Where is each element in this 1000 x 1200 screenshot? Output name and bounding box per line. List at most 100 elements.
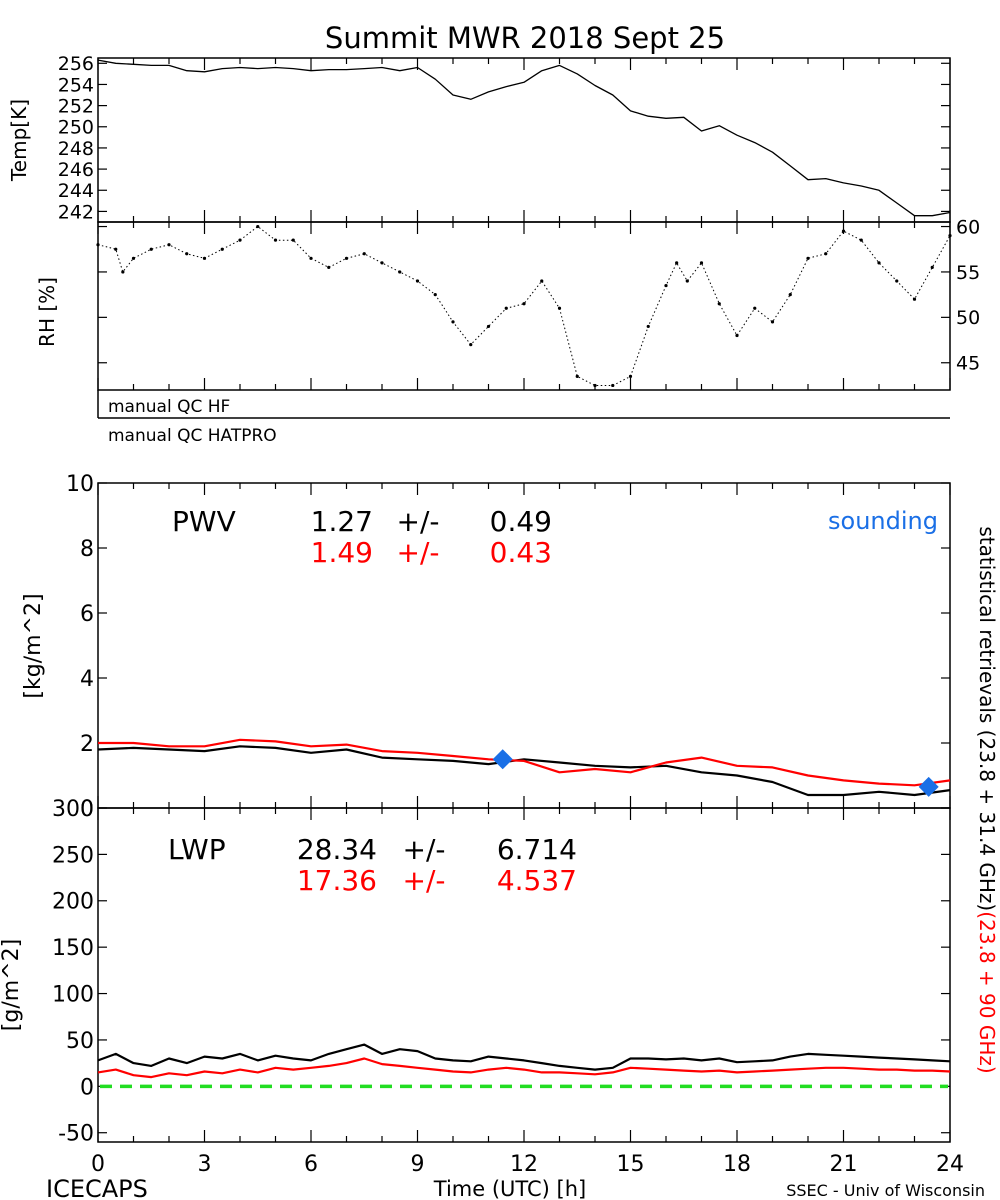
rh-x-ticks	[97, 222, 951, 390]
lwp-ytick-label: 0	[80, 1075, 94, 1100]
rh-point	[948, 234, 952, 238]
rh-series-points	[96, 224, 952, 388]
x-axis-tick-label: 3	[198, 1152, 212, 1177]
rh-panel: 45 50 55 60 RH [%]	[35, 216, 980, 391]
rh-point	[114, 247, 118, 251]
lwp-stat-black-sep: +/-	[403, 833, 446, 866]
pwv-ytick-label: 8	[80, 537, 94, 562]
rh-ytick-label: 55	[956, 262, 980, 284]
pwv-sounding-markers	[492, 749, 939, 797]
lwp-ytick-label: 200	[52, 890, 94, 915]
rh-point	[824, 252, 828, 256]
lwp-series-red-line	[97, 1057, 951, 1079]
x-axis-tick-label: 9	[411, 1152, 425, 1177]
rh-point	[557, 306, 562, 310]
temp-ytick-label: 256	[58, 53, 94, 75]
pwv-stat-red-sd: 0.43	[490, 536, 552, 569]
rh-point	[575, 374, 579, 378]
rh-point	[788, 293, 792, 297]
rh-y-ticks: 45 50 55 60	[98, 216, 980, 375]
lwp-y-ticks: -50 0 50 100 150 200 250 300	[52, 797, 950, 1147]
pwv-series-red-line	[98, 738, 951, 787]
rh-point	[167, 243, 171, 247]
sounding-legend-label: sounding	[828, 507, 938, 535]
x-axis-tick-label: 6	[304, 1152, 318, 1177]
lwp-stat-black-sd: 6.714	[497, 833, 577, 866]
lwp-ytick-label: 250	[52, 843, 94, 868]
lwp-stat-red-sd: 4.537	[497, 864, 577, 897]
temp-series-black-line	[97, 59, 951, 217]
temp-ytick-label: 242	[58, 201, 94, 223]
x-axis-label: Time (UTC) [h]	[433, 1177, 586, 1200]
x-axis-tick-label: 21	[830, 1152, 858, 1177]
pwv-ytick-label: 6	[80, 602, 94, 627]
lwp-stat-black-mean: 28.34	[297, 833, 377, 866]
rh-point	[675, 261, 679, 265]
temp-ytick-label: 244	[58, 180, 94, 202]
lwp-y-label: [g/m^2]	[0, 939, 24, 1031]
pwv-stat-red-sep: +/-	[397, 536, 440, 569]
pwv-y-label: [kg/m^2]	[21, 593, 46, 698]
right-side-label: statistical retrievals (23.8 + 31.4 GHz)…	[975, 526, 999, 1073]
footer-left-label: ICECAPS	[46, 1175, 148, 1200]
temp-ytick-label: 252	[58, 95, 94, 117]
pwv-stat-red-mean: 1.49	[311, 536, 373, 569]
qc-hf-label: manual QC HF	[108, 397, 230, 417]
footer-right-label: SSEC - Univ of Wisconsin	[786, 1181, 985, 1200]
lwp-ytick-label: 150	[52, 936, 94, 961]
lwp-ytick-label: 100	[52, 982, 94, 1007]
pwv-ytick-label: 4	[80, 667, 94, 692]
right-label-red: (23.8 + 90 GHz)	[975, 911, 999, 1073]
right-label-black: statistical retrievals (23.8 + 31.4 GHz)	[975, 526, 999, 911]
temperature-series	[97, 59, 951, 217]
rh-y-label: RH [%]	[35, 277, 59, 347]
temp-ytick-label: 246	[58, 159, 94, 181]
pwv-x-ticks	[97, 483, 951, 808]
lwp-stat-red-mean: 17.36	[297, 864, 377, 897]
lwp-series-black-line	[97, 1043, 951, 1071]
rh-series	[96, 224, 952, 388]
pwv-ytick-label: 0	[80, 797, 94, 822]
rh-point	[291, 238, 295, 242]
qc-strip: manual QC HF manual QC HATPRO	[97, 390, 950, 446]
x-axis-tick-label: 12	[510, 1152, 538, 1177]
lwp-ytick-label: 300	[52, 797, 94, 822]
pwv-series	[97, 738, 951, 797]
lwp-ytick-label: 50	[66, 1029, 94, 1054]
pwv-panel-label: PWV	[172, 505, 236, 538]
x-axis-tick-label: 24	[936, 1152, 964, 1177]
temperature-y-label: Temp[K]	[7, 99, 31, 182]
lwp-x-ticks: 0 3 6 9 12 15 18 21 24	[91, 808, 964, 1177]
x-axis-tick-label: 0	[91, 1152, 105, 1177]
pwv-ytick-label: 2	[80, 732, 94, 757]
pwv-ytick-label: 10	[66, 472, 94, 497]
pwv-stat-black-sd: 0.49	[490, 505, 552, 538]
pwv-stat-black-mean: 1.27	[311, 505, 373, 538]
rh-point	[344, 256, 349, 260]
rh-point	[522, 302, 526, 306]
figure-title: Summit MWR 2018 Sept 25	[325, 21, 725, 55]
temp-ytick-label: 248	[58, 138, 94, 160]
pwv-stat-black-sep: +/-	[397, 505, 440, 538]
rh-point	[362, 252, 366, 256]
temp-ytick-label: 254	[58, 74, 94, 96]
lwp-ytick-label: -50	[58, 1122, 94, 1147]
pwv-series-black-line	[97, 745, 951, 797]
rh-point	[806, 256, 810, 260]
lwp-series	[97, 1043, 951, 1079]
lwp-panel-label: LWP	[168, 833, 226, 866]
rh-ytick-label: 60	[956, 216, 980, 238]
lwp-panel: -50 0 50 100 150 200 250 300 0 3 6 9 12 15 18 21 24 LWP…	[0, 797, 964, 1177]
temp-ytick-label: 250	[58, 117, 94, 139]
rh-ytick-label: 50	[956, 307, 980, 329]
rh-ytick-label: 45	[956, 353, 980, 375]
sounding-marker	[492, 749, 513, 770]
lwp-stat-red-sep: +/-	[403, 864, 446, 897]
x-axis-tick-label: 15	[617, 1152, 645, 1177]
rh-point	[149, 247, 153, 251]
qc-hatpro-label: manual QC HATPRO	[108, 426, 277, 446]
